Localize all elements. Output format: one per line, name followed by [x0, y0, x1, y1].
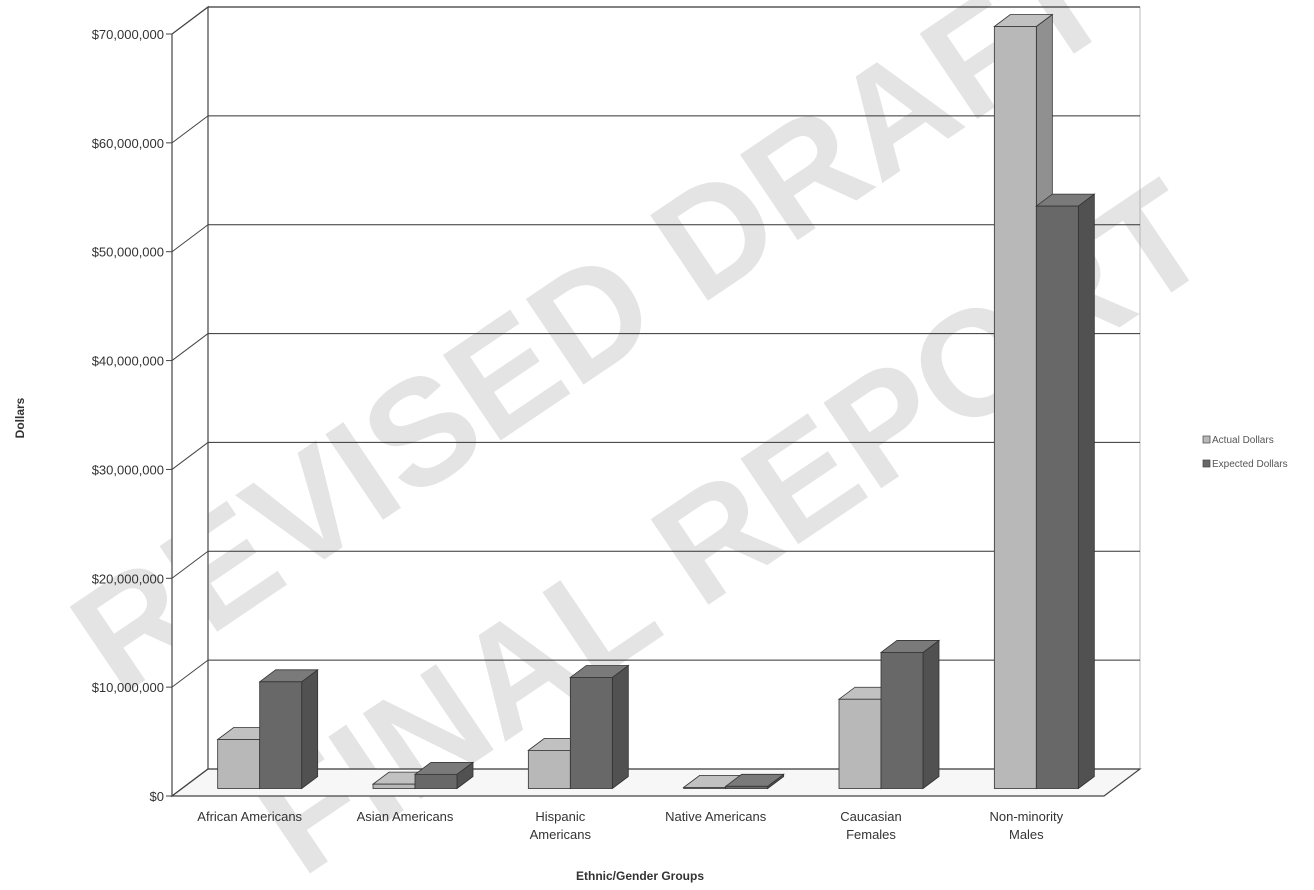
y-tick-label: $70,000,000 [92, 27, 164, 42]
bar-expected-dollars [1035, 193, 1096, 790]
y-tick-label: $50,000,000 [92, 245, 164, 260]
bar-expected-dollars [879, 639, 941, 790]
y-tick-label: $60,000,000 [92, 136, 164, 151]
y-tick-label: $30,000,000 [92, 462, 164, 477]
x-tick-label: Native Americans [665, 809, 767, 824]
x-tick-label: Caucasian Females [840, 809, 901, 842]
legend-swatch [1202, 459, 1211, 468]
bar-front-face [372, 783, 416, 789]
grid-lines [171, 6, 1140, 797]
bar-expected-dollars [724, 773, 785, 790]
x-tick-label: Non-minority Males [989, 809, 1063, 842]
gridline-side [171, 550, 209, 579]
x-tick-label-line: Caucasian [840, 809, 901, 824]
bar-side-face [301, 669, 319, 790]
x-tick-label-line: Native Americans [665, 809, 767, 824]
bar-front-face [527, 750, 571, 789]
bar-front-face [569, 677, 613, 789]
y-axis-title: Dollars [13, 397, 27, 438]
x-tick-label: African Americans [197, 809, 302, 824]
bar-front-face [683, 787, 727, 789]
x-axis-labels: African Americans Asian Americans Hispanic… [197, 809, 1063, 842]
legend-label: Expected Dollars [1212, 459, 1288, 470]
bar-expected-dollars [413, 761, 475, 790]
x-tick-label-line: Asian Americans [357, 809, 454, 824]
x-axis-title: Ethnic/Gender Groups [576, 869, 704, 883]
gridline-side [171, 224, 209, 253]
y-tick-label: $10,000,000 [92, 680, 164, 695]
left-wall [171, 5, 209, 798]
x-tick-label-line: Males [1009, 827, 1044, 842]
bar-front-face [725, 785, 769, 789]
x-tick-label-line: Hispanic [535, 809, 585, 824]
x-tick-label-line: Non-minority [989, 809, 1063, 824]
gridline-side [171, 6, 209, 35]
gridline-side [171, 442, 209, 470]
bar-front-face [217, 739, 261, 789]
x-tick-label-line: Females [846, 827, 896, 842]
bar-side-face [922, 639, 940, 790]
bar-front-face [838, 698, 882, 789]
y-tick-label: $40,000,000 [92, 354, 164, 369]
legend-label: Actual Dollars [1212, 435, 1274, 446]
bar-front-face [1035, 205, 1079, 789]
bar-front-face [880, 652, 924, 789]
x-tick-label-line: African Americans [197, 809, 302, 824]
bar-side-face [611, 664, 629, 790]
bar-side-face [1077, 193, 1095, 790]
bar-expected-dollars [569, 664, 630, 790]
bar-front-face [993, 26, 1037, 789]
bar-front-face [259, 681, 303, 789]
y-axis-ticks: $0 $10,000,000 $20,000,000 $30,000,000 $40,0… [92, 27, 172, 804]
gridline-side [171, 659, 209, 688]
y-tick-label: $0 [150, 789, 164, 804]
legend-swatch [1202, 435, 1211, 444]
y-tick-label: $20,000,000 [92, 571, 164, 586]
x-tick-label: Asian Americans [357, 809, 454, 824]
bar-front-face [414, 773, 458, 789]
gridline-side [171, 333, 209, 361]
x-tick-label: Hispanic Americans [530, 809, 592, 842]
x-tick-label-line: Americans [530, 827, 592, 842]
gridline-side [171, 115, 209, 144]
bar-expected-dollars [258, 669, 319, 790]
gridline-side [171, 768, 209, 797]
legend: Actual Dollars Expected Dollars [1202, 435, 1288, 470]
bars-layer [216, 13, 1096, 790]
